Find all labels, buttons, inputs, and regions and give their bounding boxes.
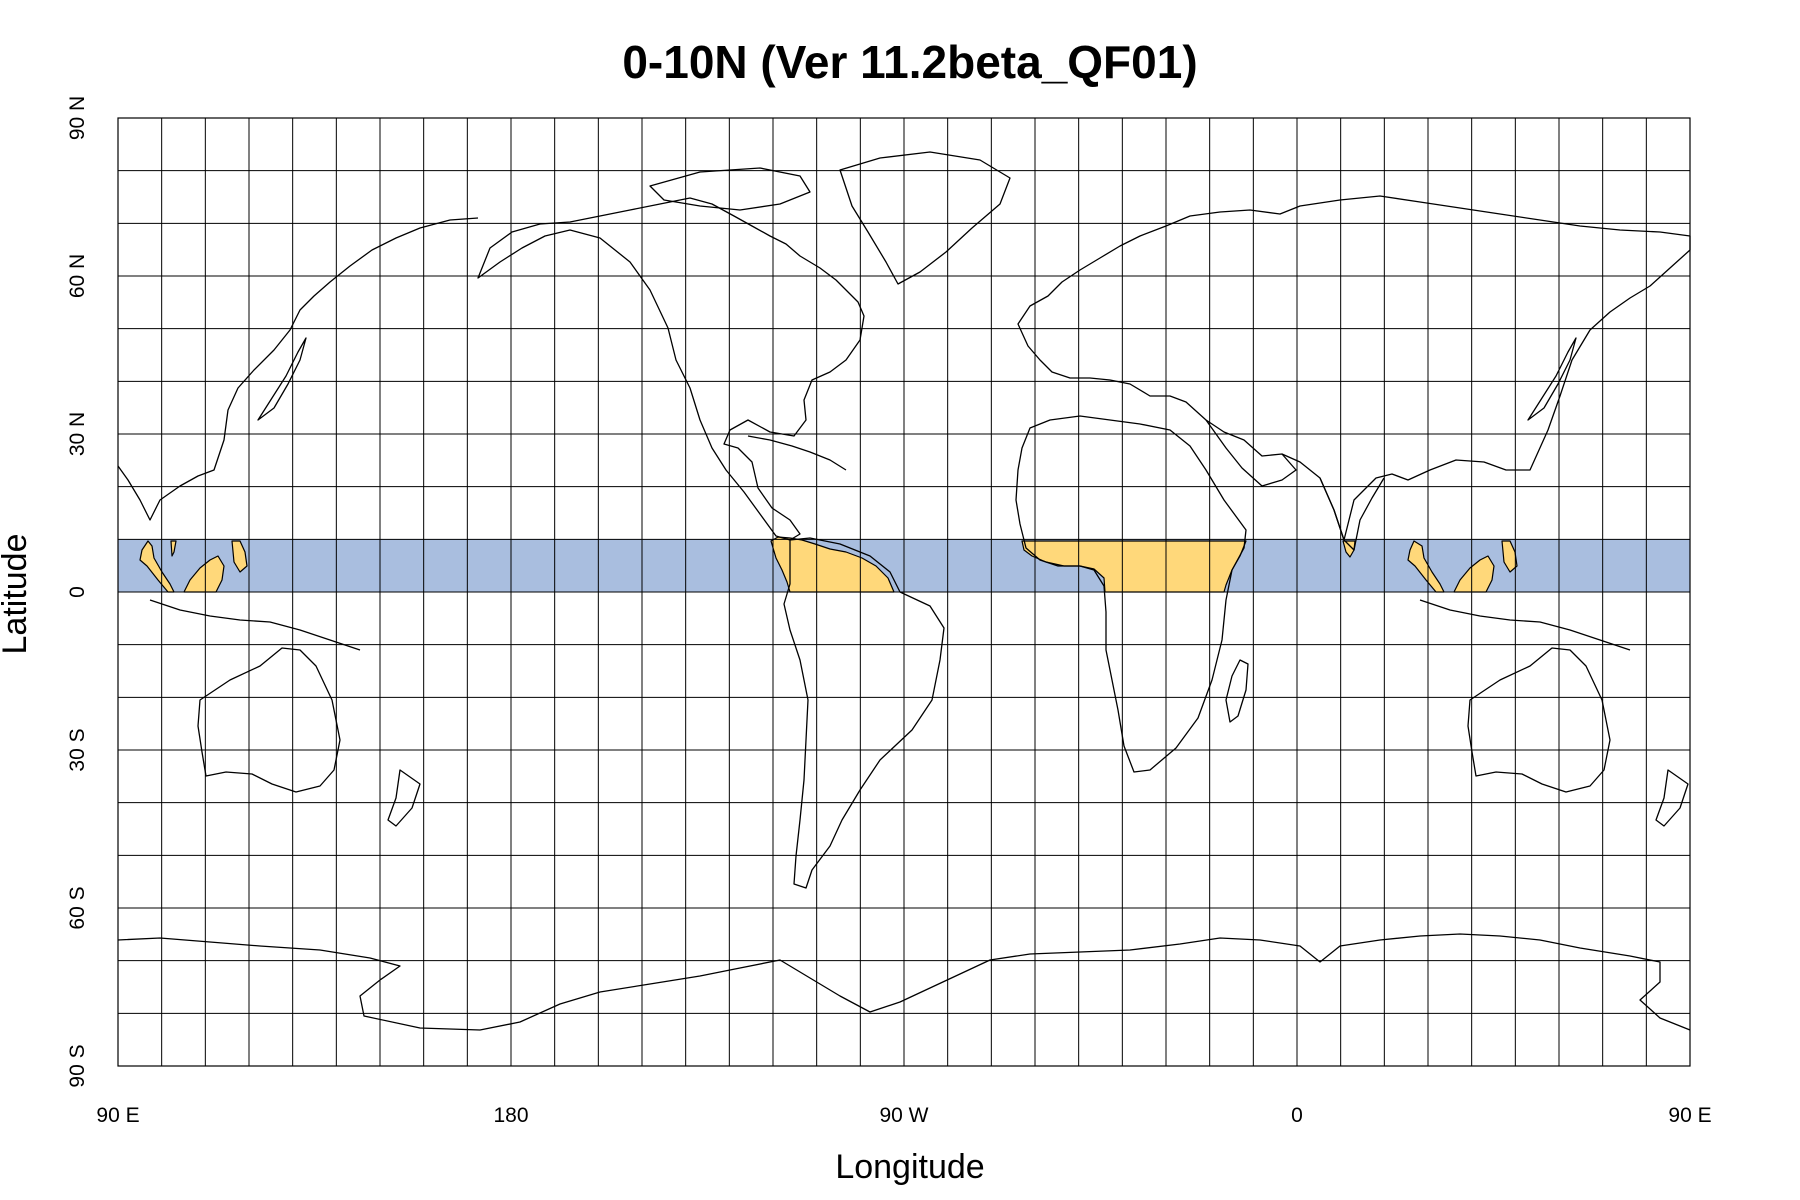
graticule xyxy=(117,117,1691,1067)
y-axis-label: Latitude xyxy=(0,534,34,655)
coast-africa xyxy=(1015,415,1247,773)
land-borneo-left xyxy=(183,555,225,593)
coast-india xyxy=(1319,477,1385,551)
coast-australia-left xyxy=(197,647,341,793)
coast-north-america xyxy=(477,197,865,541)
land-philippines-right xyxy=(1501,540,1518,573)
land-borneo-right xyxy=(1453,555,1495,593)
band-land xyxy=(139,536,1518,593)
coast-caribbean xyxy=(747,435,847,471)
land-india-tip-left xyxy=(170,540,177,557)
coast-antarctica xyxy=(117,933,1691,1031)
coast-madagascar xyxy=(1225,659,1249,723)
map-title: 0-10N (Ver 11.2beta_QF01) xyxy=(622,36,1197,88)
y-tick-label: 90 N xyxy=(66,96,89,140)
coast-arctic-islands xyxy=(649,167,811,211)
plot-area xyxy=(117,117,1691,1067)
coastlines xyxy=(117,151,1691,1031)
coast-australia-right xyxy=(1467,647,1611,793)
coast-south-america xyxy=(783,537,945,889)
coast-japan-left xyxy=(257,337,307,421)
y-tick-label: 60 S xyxy=(66,886,89,929)
y-tick-label: 0 xyxy=(66,586,89,598)
x-tick-label: 0 xyxy=(1291,1104,1303,1127)
x-tick-label: 180 xyxy=(493,1104,528,1127)
x-tick-label: 90 E xyxy=(1668,1104,1711,1127)
coast-new-zealand-left xyxy=(387,769,421,827)
y-tick-label: 60 N xyxy=(66,254,89,298)
y-axis-ticks: 90 N 60 N 30 N 0 30 S 60 S 90 S xyxy=(66,96,89,1088)
coast-europe xyxy=(1017,195,1691,541)
coast-indonesia-right xyxy=(1419,599,1631,651)
x-axis-ticks: 90 E 180 90 W 0 90 E 180 xyxy=(96,1104,1711,1127)
coast-japan-right xyxy=(1527,337,1577,421)
land-india-tip-right xyxy=(1342,540,1356,558)
x-tick-label: 90 E xyxy=(96,1104,139,1127)
y-tick-label: 30 S xyxy=(66,728,89,771)
x-axis-label: Longitude xyxy=(835,1148,984,1186)
coast-indonesia-left xyxy=(149,599,361,651)
land-philippines-left xyxy=(231,540,248,573)
coast-east-asia-left xyxy=(117,217,479,521)
coast-new-zealand-right xyxy=(1655,769,1689,827)
coast-arabia xyxy=(1205,419,1297,487)
y-tick-label: 90 S xyxy=(66,1044,89,1087)
x-tick-label: 90 W xyxy=(879,1104,928,1127)
y-tick-label: 30 N xyxy=(66,412,89,456)
coast-greenland xyxy=(839,151,1011,285)
plot-frame xyxy=(117,117,1691,1067)
